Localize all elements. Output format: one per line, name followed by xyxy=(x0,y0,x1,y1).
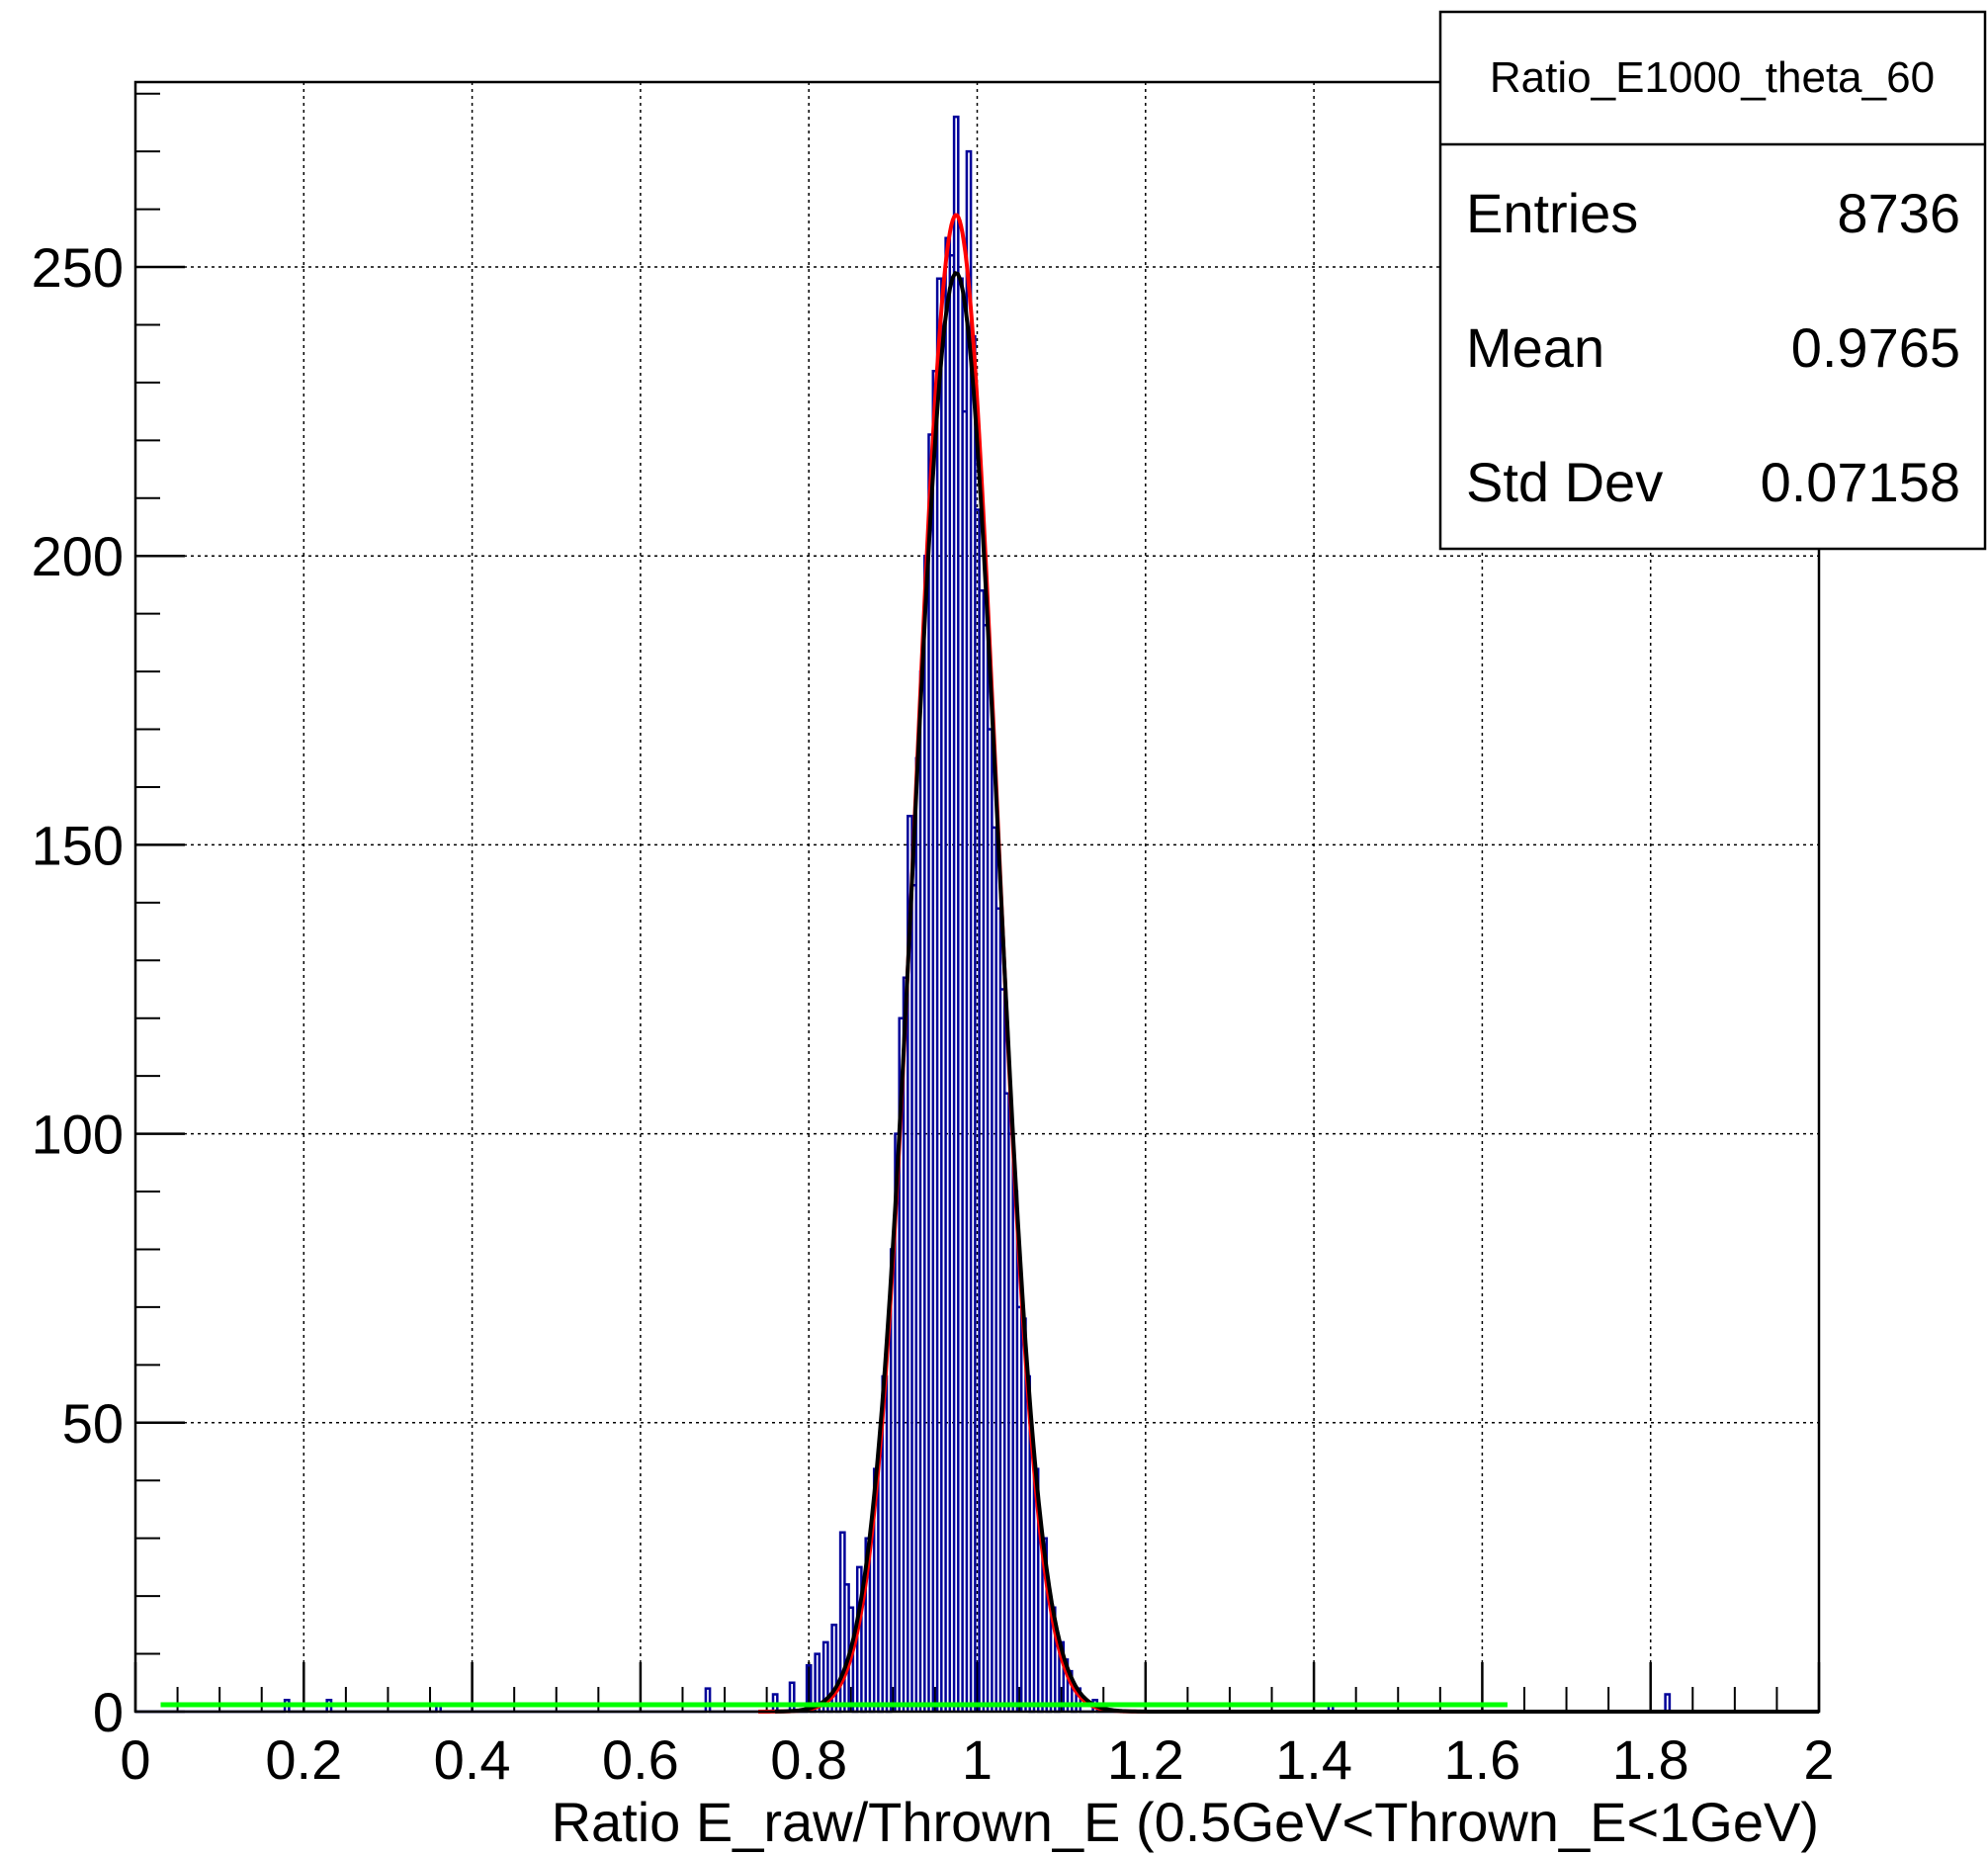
x-tick-label: 1.2 xyxy=(1107,1728,1184,1791)
x-tick-label: 1.8 xyxy=(1612,1728,1689,1791)
stats-mean-label: Mean xyxy=(1466,316,1604,379)
y-tick-label: 50 xyxy=(62,1392,124,1455)
y-tick-label: 0 xyxy=(93,1681,124,1743)
x-tick-label: 0 xyxy=(120,1728,150,1791)
x-tick-label: 0.8 xyxy=(770,1728,847,1791)
y-tick-label: 150 xyxy=(32,814,124,876)
stats-box: Ratio_E1000_theta_60 Entries 8736 Mean 0… xyxy=(1438,10,1987,551)
stats-box-title: Ratio_E1000_theta_60 xyxy=(1490,53,1935,102)
stats-stddev-value: 0.07158 xyxy=(1761,451,1960,513)
stats-entries-value: 8736 xyxy=(1837,182,1960,244)
x-tick-label: 1.4 xyxy=(1275,1728,1352,1791)
stats-mean-value: 0.9765 xyxy=(1791,316,1960,379)
x-tick-label: 0.6 xyxy=(602,1728,679,1791)
y-tick-label: 250 xyxy=(32,236,124,299)
plot-frame xyxy=(133,80,1821,1714)
x-tick-label: 1 xyxy=(962,1728,993,1791)
x-tick-label: 0.4 xyxy=(434,1728,511,1791)
stats-box-frame xyxy=(1438,10,1987,551)
stats-entries-label: Entries xyxy=(1466,182,1638,244)
y-tick-label: 200 xyxy=(32,525,124,587)
y-tick-label: 100 xyxy=(32,1104,124,1166)
x-tick-label: 0.2 xyxy=(265,1728,342,1791)
stats-stddev-label: Std Dev xyxy=(1466,451,1663,513)
x-axis-title: Ratio E_raw/Thrown_E (0.5GeV<Thrown_E<1G… xyxy=(552,1791,1819,1853)
x-tick-label: 2 xyxy=(1803,1728,1834,1791)
x-tick-label: 1.6 xyxy=(1443,1728,1520,1791)
tick-labels: 0 0.2 0.4 0.6 0.8 1 1.2 1.4 1.6 1.8 2 0 50 100 150 200 2… xyxy=(32,236,1835,1791)
